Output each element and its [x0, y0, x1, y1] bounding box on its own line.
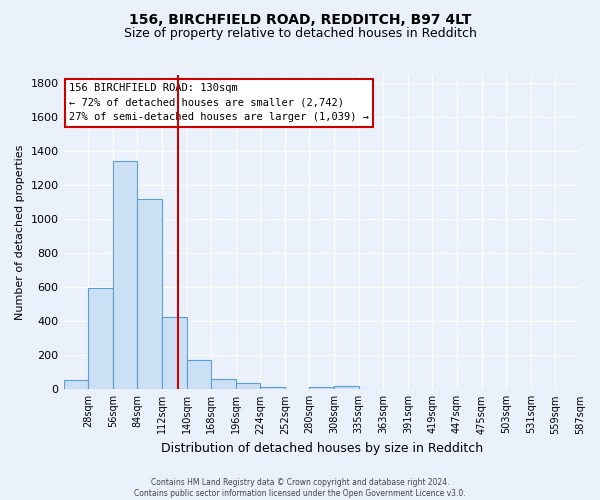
Bar	[334, 386, 359, 390]
Text: 156, BIRCHFIELD ROAD, REDDITCH, B97 4LT: 156, BIRCHFIELD ROAD, REDDITCH, B97 4LT	[129, 12, 471, 26]
Bar	[137, 199, 162, 390]
X-axis label: Distribution of detached houses by size in Redditch: Distribution of detached houses by size …	[161, 442, 483, 455]
Bar	[260, 388, 285, 390]
Bar	[187, 360, 211, 390]
Bar	[310, 387, 334, 390]
Bar	[113, 161, 137, 390]
Bar	[88, 288, 113, 390]
Text: 156 BIRCHFIELD ROAD: 130sqm
← 72% of detached houses are smaller (2,742)
27% of : 156 BIRCHFIELD ROAD: 130sqm ← 72% of det…	[69, 83, 369, 122]
Bar	[211, 379, 236, 390]
Text: Contains HM Land Registry data © Crown copyright and database right 2024.
Contai: Contains HM Land Registry data © Crown c…	[134, 478, 466, 498]
Text: Size of property relative to detached houses in Redditch: Size of property relative to detached ho…	[124, 28, 476, 40]
Bar	[162, 317, 187, 390]
Y-axis label: Number of detached properties: Number of detached properties	[15, 144, 25, 320]
Bar	[236, 383, 260, 390]
Bar	[64, 380, 88, 390]
